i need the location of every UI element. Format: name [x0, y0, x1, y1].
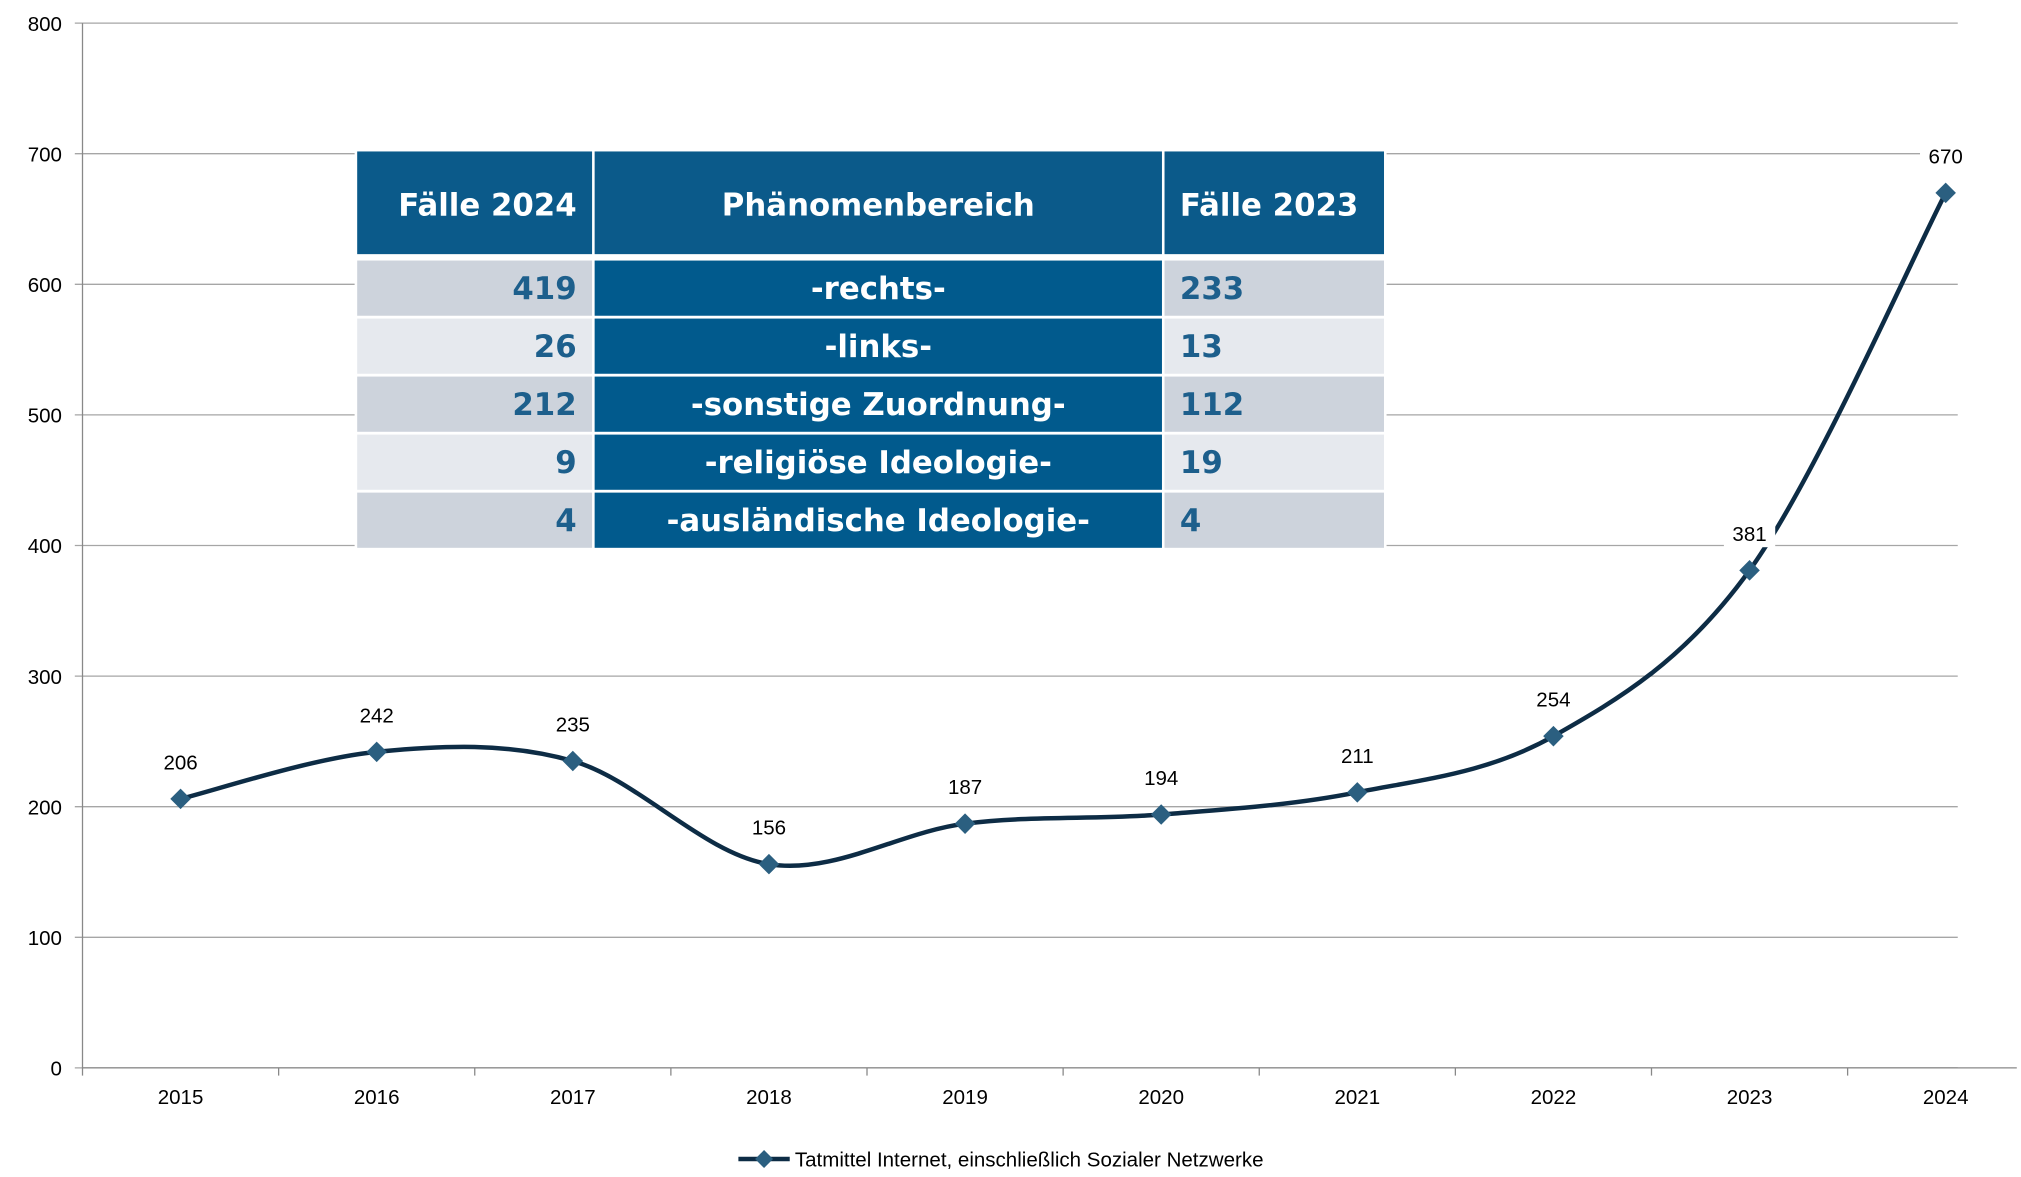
header-text: Fälle 2023 — [1180, 188, 1358, 224]
table-cell — [594, 376, 1162, 432]
label-bg — [351, 700, 403, 729]
header-cell — [594, 151, 1162, 255]
x-tick-label: 2020 — [1138, 1086, 1184, 1109]
cell-text: 4 — [1180, 503, 1201, 539]
marker — [758, 853, 780, 875]
marker — [1543, 725, 1564, 747]
y-tick-label: 700 — [28, 143, 62, 166]
table-cell — [1164, 492, 1385, 548]
marker — [1150, 804, 1172, 825]
marker — [1347, 782, 1368, 803]
data-label: 206 — [163, 751, 197, 774]
y-tick-label: 600 — [28, 274, 62, 297]
cell-text: -rechts- — [811, 271, 946, 307]
cell-text: 19 — [1180, 445, 1223, 481]
data-label: 187 — [948, 776, 982, 799]
data-label: 211 — [1341, 745, 1374, 768]
table-cell — [357, 318, 593, 374]
table-cell — [1164, 376, 1385, 432]
marker — [954, 813, 976, 834]
header-cell — [1164, 151, 1385, 255]
data-label: 242 — [360, 704, 394, 727]
label-bg — [1920, 141, 1972, 170]
table-cell — [1164, 434, 1385, 490]
marker — [366, 741, 387, 763]
header-text: Phänomenbereich — [722, 188, 1035, 224]
label-bg — [1723, 518, 1776, 548]
x-tick-label: 2022 — [1531, 1086, 1577, 1109]
label-bg — [743, 812, 795, 842]
table-cell — [594, 434, 1162, 490]
data-label: 194 — [1144, 767, 1178, 790]
table-cell — [357, 434, 593, 490]
cell-text: 212 — [512, 387, 576, 423]
x-tick-label: 2019 — [942, 1086, 988, 1109]
y-tick-label: 300 — [28, 666, 62, 689]
y-tick-label: 400 — [28, 535, 62, 558]
table-cell — [1164, 318, 1385, 374]
cell-text: -links- — [825, 329, 932, 365]
marker — [1935, 182, 1956, 204]
x-tick-label: 2017 — [550, 1086, 596, 1109]
x-tick-label: 2021 — [1334, 1086, 1380, 1109]
cell-text: 13 — [1180, 329, 1223, 365]
series-line — [180, 191, 1948, 868]
data-label: 381 — [1732, 523, 1766, 546]
cell-text: 112 — [1180, 387, 1244, 423]
marker — [170, 788, 191, 810]
y-tick-label: 800 — [28, 13, 62, 36]
data-label: 156 — [752, 817, 786, 840]
data-label: 254 — [1536, 689, 1570, 712]
cell-text: 26 — [534, 329, 577, 365]
header-cell — [357, 151, 593, 255]
cell-text: 419 — [512, 271, 576, 307]
data-label: 670 — [1929, 145, 1963, 168]
table-cell — [357, 376, 593, 432]
table-cell — [594, 318, 1162, 374]
table-cell — [357, 492, 593, 548]
legend-marker — [755, 1150, 774, 1169]
table-cell — [1164, 260, 1385, 316]
table-cell — [357, 260, 593, 316]
x-tick-label: 2015 — [158, 1086, 204, 1109]
cell-text: -ausländische Ideologie- — [667, 503, 1090, 539]
label-bg — [1527, 684, 1580, 714]
x-tick-label: 2016 — [354, 1086, 400, 1109]
y-tick-label: 100 — [28, 927, 62, 950]
marker — [1739, 560, 1760, 581]
cell-text: 4 — [555, 503, 576, 539]
label-bg — [547, 709, 599, 738]
x-tick-label: 2024 — [1923, 1086, 1969, 1109]
header-text: Fälle 2024 — [398, 188, 576, 224]
x-tick-label: 2018 — [746, 1086, 792, 1109]
label-bg — [939, 772, 991, 801]
y-tick-label: 200 — [28, 796, 62, 819]
cell-text: 233 — [1180, 271, 1244, 307]
legend-label: Tatmittel Internet, einschließlich Sozia… — [795, 1149, 1264, 1172]
cell-text: -religiöse Ideologie- — [705, 445, 1052, 481]
cell-text: -sonstige Zuordnung- — [691, 387, 1066, 423]
table-cell — [594, 260, 1162, 316]
y-tick-label: 500 — [28, 405, 62, 428]
table-cell — [594, 492, 1162, 548]
cell-text: 9 — [555, 445, 576, 481]
marker — [562, 750, 584, 772]
label-bg — [154, 747, 207, 776]
data-label: 235 — [556, 713, 590, 736]
x-tick-label: 2023 — [1727, 1086, 1773, 1109]
y-tick-label: 0 — [51, 1058, 62, 1081]
label-bg — [1331, 740, 1383, 770]
label-bg — [1135, 763, 1187, 792]
